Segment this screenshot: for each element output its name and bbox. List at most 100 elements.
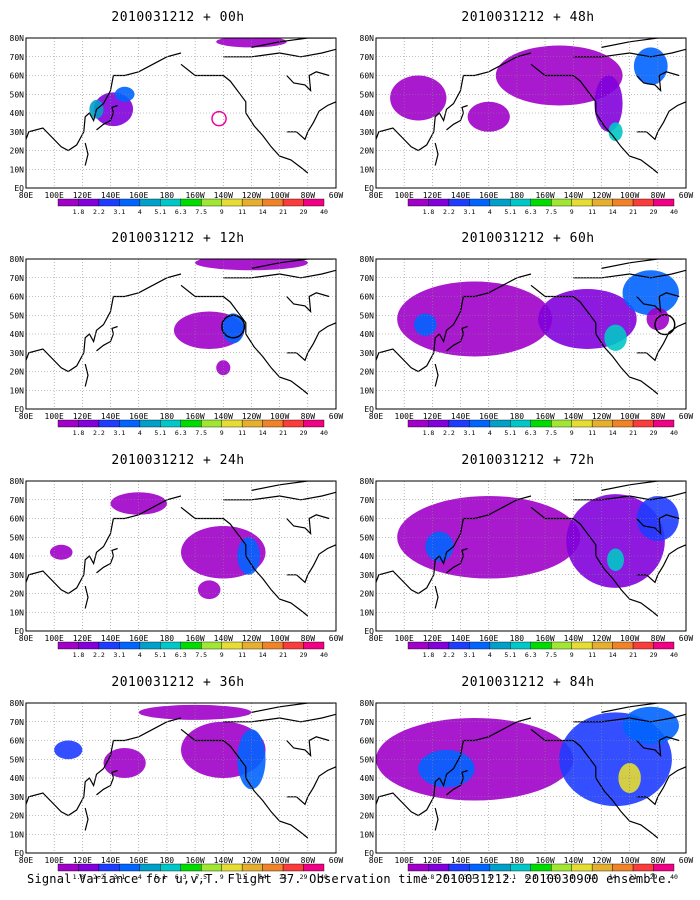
map-frame: [375, 37, 687, 189]
coastline: [636, 766, 686, 806]
coastline: [601, 259, 684, 269]
coastline: [376, 495, 532, 613]
colorbar-swatch: [262, 641, 284, 650]
colorbar-swatch: [241, 198, 263, 207]
lon-tick-label: 60W: [679, 634, 694, 643]
coastline: [446, 104, 468, 131]
lon-tick-label: 160E: [479, 412, 498, 421]
lon-tick-label: 100W: [270, 191, 289, 200]
lon-tick-label: 160W: [185, 191, 204, 200]
map-panel-p00: 2010031212 + 00h 80N 70N 60N 50N 40N 30N 20N 10N…: [8, 2, 348, 224]
variance-area: [418, 749, 475, 788]
colorbar-label: 21: [279, 873, 287, 881]
lon-tick-label: 120E: [423, 412, 442, 421]
lon-tick-label: 160E: [129, 412, 148, 421]
lat-tick-label: 40N: [10, 330, 25, 339]
lon-tick-label: 80W: [301, 412, 316, 421]
colorbar-label: 29: [650, 429, 658, 437]
lon-tick-label: 80W: [651, 412, 666, 421]
lon-tick-label: 100W: [620, 191, 639, 200]
lon-tick-label: 160W: [185, 856, 204, 865]
colorbar-swatch: [78, 641, 100, 650]
lon-tick-label: 100E: [395, 856, 414, 865]
colorbar-swatch: [489, 641, 511, 650]
colorbar-swatch: [510, 419, 531, 428]
colorbar-label: 14: [259, 429, 267, 437]
coastline: [26, 495, 182, 613]
colorbar-label: 4: [138, 873, 142, 881]
colorbar-swatch: [262, 419, 284, 428]
colorbar-label: 9: [570, 873, 574, 881]
coastline: [84, 807, 89, 831]
lon-tick-label: 100E: [45, 634, 64, 643]
colorbar-label: 40: [320, 208, 328, 216]
coastline: [434, 585, 439, 609]
colorbar-label: 6.3: [175, 208, 187, 216]
colorbar-swatch: [119, 198, 141, 207]
lon-tick-label: 60W: [679, 856, 694, 865]
coastline: [26, 273, 182, 391]
colorbar-swatch: [591, 198, 613, 207]
colorbar-swatch: [303, 198, 325, 207]
variance-area: [114, 86, 135, 102]
lon-tick-label: 160W: [535, 412, 554, 421]
lat-tick-label: EQ: [14, 184, 24, 193]
lon-tick-label: 140W: [564, 191, 583, 200]
colorbar-swatch: [591, 863, 613, 872]
lat-tick-label: 30N: [360, 571, 375, 580]
lon-tick-label: 120E: [423, 634, 442, 643]
lon-tick-label: 120E: [73, 412, 92, 421]
colorbar-swatch: [303, 641, 325, 650]
colorbar-swatch: [160, 641, 181, 650]
colorbar-label: 7.5: [545, 873, 557, 881]
colorbar-swatch: [612, 198, 634, 207]
colorbar-label: 40: [320, 873, 328, 881]
colorbar-swatch: [591, 641, 613, 650]
colorbar-swatch: [180, 198, 202, 207]
colorbar-label: 2.2: [93, 208, 105, 216]
lat-tick-label: 20N: [360, 812, 375, 821]
colorbar-swatch: [551, 863, 572, 872]
colorbar-label: 14: [609, 208, 617, 216]
colorbar-swatch: [571, 641, 593, 650]
lon-tick-label: 60W: [329, 412, 344, 421]
colorbar-swatch: [653, 419, 675, 428]
colorbar-swatch: [530, 419, 552, 428]
lat-tick-label: 60N: [10, 293, 25, 302]
colorbar-label: 1.8: [423, 208, 435, 216]
lon-tick-label: 140E: [101, 191, 120, 200]
lon-tick-label: 80E: [369, 191, 384, 200]
lon-tick-label: 180: [160, 856, 175, 865]
colorbar-label: 9: [220, 208, 224, 216]
lon-tick-label: 160E: [129, 191, 148, 200]
lat-tick-label: 70N: [10, 496, 25, 505]
colorbar-label: 9: [570, 208, 574, 216]
lat-tick-label: 50N: [360, 311, 375, 320]
lon-tick-label: 140E: [451, 634, 470, 643]
coastline: [636, 736, 680, 758]
colorbar-swatch: [221, 863, 243, 872]
colorbar-label: 4: [488, 429, 492, 437]
colorbar-swatch: [57, 863, 79, 872]
coastline: [573, 269, 686, 279]
lon-tick-label: 60W: [679, 191, 694, 200]
colorbar-swatch: [221, 641, 243, 650]
colorbar-swatch: [262, 863, 284, 872]
colorbar-label: 2.2: [443, 429, 455, 437]
lon-tick-label: 80W: [301, 634, 316, 643]
lat-tick-label: 80N: [10, 699, 25, 708]
colorbar-label: 1.8: [73, 208, 85, 216]
colorbar-swatch: [241, 419, 263, 428]
coastline: [223, 491, 336, 501]
colorbar-swatch: [160, 198, 181, 207]
lon-tick-label: 120W: [592, 634, 611, 643]
colorbar-label: 14: [609, 651, 617, 659]
colorbar-swatch: [510, 863, 531, 872]
coastline: [636, 71, 680, 93]
lon-tick-label: 100E: [45, 412, 64, 421]
lat-tick-label: 30N: [10, 349, 25, 358]
lon-tick-label: 100E: [395, 191, 414, 200]
